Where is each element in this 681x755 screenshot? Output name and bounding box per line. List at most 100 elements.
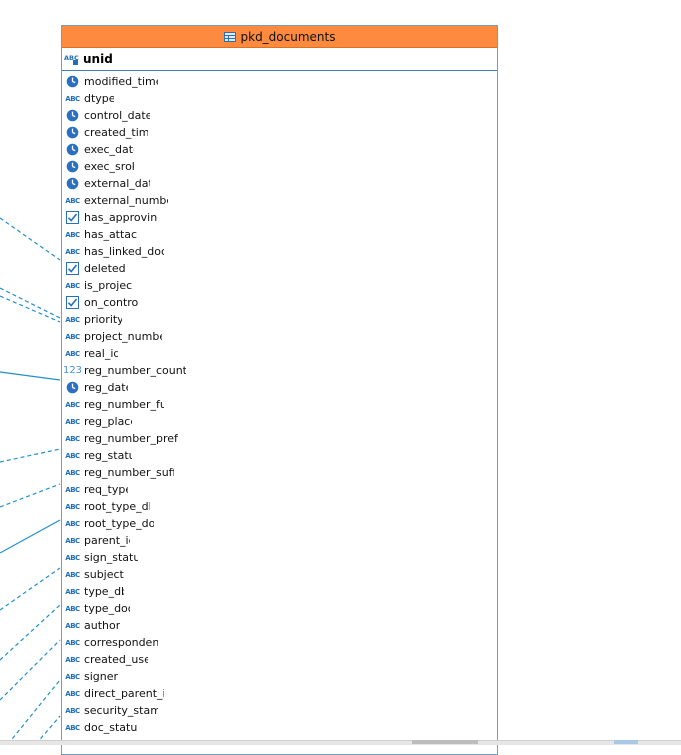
column-name: reg_place — [84, 415, 132, 428]
column-name: created_user — [84, 653, 148, 666]
text-type-icon: ABC — [65, 570, 80, 579]
column-name: type_db — [84, 585, 124, 598]
text-type-icon: ABC — [65, 349, 80, 358]
column-name: req_type — [84, 483, 128, 496]
text-type-icon: ABC — [65, 672, 80, 681]
column-row[interactable]: ABC security_stamp — [62, 702, 497, 719]
column-row[interactable]: has_approving — [62, 209, 497, 226]
column-row[interactable]: ABC root_type_db — [62, 498, 497, 515]
column-row[interactable]: ABC is_project — [62, 277, 497, 294]
column-row[interactable]: ABC has_linked_doc — [62, 243, 497, 260]
text-type-icon: ABC — [65, 451, 80, 460]
column-row[interactable]: ABC type_doc — [62, 600, 497, 617]
connector-line — [7, 679, 61, 744]
entity-title: pkd_documents — [240, 29, 336, 44]
text-type-icon: ABC — [65, 196, 80, 205]
text-type-icon: ABC — [65, 247, 80, 256]
column-name: root_type_doc — [84, 517, 154, 530]
scrollbar-thumb[interactable] — [412, 740, 478, 744]
primary-key-name: unid — [83, 52, 113, 66]
column-row[interactable]: ABC root_type_doc — [62, 515, 497, 532]
text-type-icon: ABC — [65, 230, 80, 239]
column-row[interactable]: ABC direct_parent_id — [62, 685, 497, 702]
column-name: is_project — [84, 279, 132, 292]
column-row[interactable]: ABC dtype — [62, 90, 497, 107]
text-type-icon: ABC — [65, 315, 80, 324]
column-row[interactable]: ABC reg_status — [62, 447, 497, 464]
column-row[interactable]: ABC sign_status — [62, 549, 497, 566]
checkbox-icon — [65, 296, 80, 309]
column-name: created_time — [84, 126, 148, 139]
column-name: reg_number_full — [84, 398, 164, 411]
numeric-type-icon: 123 — [62, 365, 83, 376]
column-name: project_number — [84, 330, 162, 343]
connector-line — [35, 715, 61, 744]
column-row[interactable]: ABC project_number — [62, 328, 497, 345]
column-row[interactable]: ABC signer — [62, 668, 497, 685]
column-row[interactable]: ABC priority — [62, 311, 497, 328]
column-name: external_number — [84, 194, 168, 207]
column-row[interactable]: on_control — [62, 294, 497, 311]
scrollbar-thumb[interactable] — [614, 740, 638, 744]
column-row[interactable]: ABC reg_number_prefix — [62, 430, 497, 447]
column-name: direct_parent_id — [84, 687, 164, 700]
text-type-icon: ABC — [65, 604, 80, 613]
column-name: doc_status — [84, 721, 138, 734]
column-row[interactable]: control_date — [62, 107, 497, 124]
connector-line — [0, 639, 61, 701]
text-type-icon: ABC — [65, 281, 80, 290]
column-row[interactable]: ABC doc_status — [62, 719, 497, 736]
column-name: has_linked_doc — [84, 245, 164, 258]
column-row[interactable]: deleted — [62, 260, 497, 277]
column-name: on_control — [84, 296, 138, 309]
column-row[interactable]: ABC subject — [62, 566, 497, 583]
column-row[interactable]: ABC req_type — [62, 481, 497, 498]
column-row[interactable]: exec_date — [62, 141, 497, 158]
column-row[interactable]: exec_srok — [62, 158, 497, 175]
entity-box[interactable]: pkd_documents ABC unid modified_time ABC d… — [61, 25, 498, 755]
column-row[interactable]: ABC parent_id — [62, 532, 497, 549]
column-name: signer — [84, 670, 119, 683]
column-row[interactable]: ABC reg_place — [62, 413, 497, 430]
text-type-icon: ABC — [65, 655, 80, 664]
connector-line — [0, 448, 61, 463]
column-row[interactable]: reg_date — [62, 379, 497, 396]
connector-line — [0, 217, 61, 261]
primary-key-row[interactable]: ABC unid — [62, 48, 497, 71]
text-type-icon: ABC — [65, 400, 80, 409]
column-row[interactable]: ABC created_user — [62, 651, 497, 668]
column-name: real_id — [84, 347, 118, 360]
column-row[interactable]: created_time — [62, 124, 497, 141]
column-row[interactable]: ABC real_id — [62, 345, 497, 362]
text-type-icon: ABC — [65, 536, 80, 545]
column-row[interactable]: ABC type_db — [62, 583, 497, 600]
column-name: reg_status — [84, 449, 132, 462]
clock-icon — [65, 177, 80, 190]
column-row[interactable]: modified_time — [62, 73, 497, 90]
clock-icon — [65, 126, 80, 139]
column-row[interactable]: ABC author — [62, 617, 497, 634]
column-row[interactable]: external_date — [62, 175, 497, 192]
table-icon — [223, 31, 236, 42]
connector-line — [0, 604, 61, 661]
entity-header[interactable]: pkd_documents — [62, 26, 497, 48]
column-row[interactable]: ABC external_number — [62, 192, 497, 209]
column-name: reg_number_prefix — [84, 432, 178, 445]
column-row[interactable]: ABC has_attach — [62, 226, 497, 243]
column-name: type_doc — [84, 602, 130, 615]
horizontal-scrollbar[interactable] — [0, 740, 681, 745]
column-name: parent_id — [84, 534, 130, 547]
column-name: priority — [84, 313, 122, 326]
connector-line — [0, 483, 61, 508]
connector-line — [0, 295, 61, 323]
clock-icon — [65, 160, 80, 173]
column-row[interactable]: ABC correspondent — [62, 634, 497, 651]
column-name: exec_srok — [84, 160, 134, 173]
column-name: reg_number_counter — [84, 364, 186, 377]
column-row[interactable]: ABC reg_number_full — [62, 396, 497, 413]
key-text-icon: ABC — [64, 53, 79, 66]
column-row[interactable]: ABC reg_number_suffix — [62, 464, 497, 481]
